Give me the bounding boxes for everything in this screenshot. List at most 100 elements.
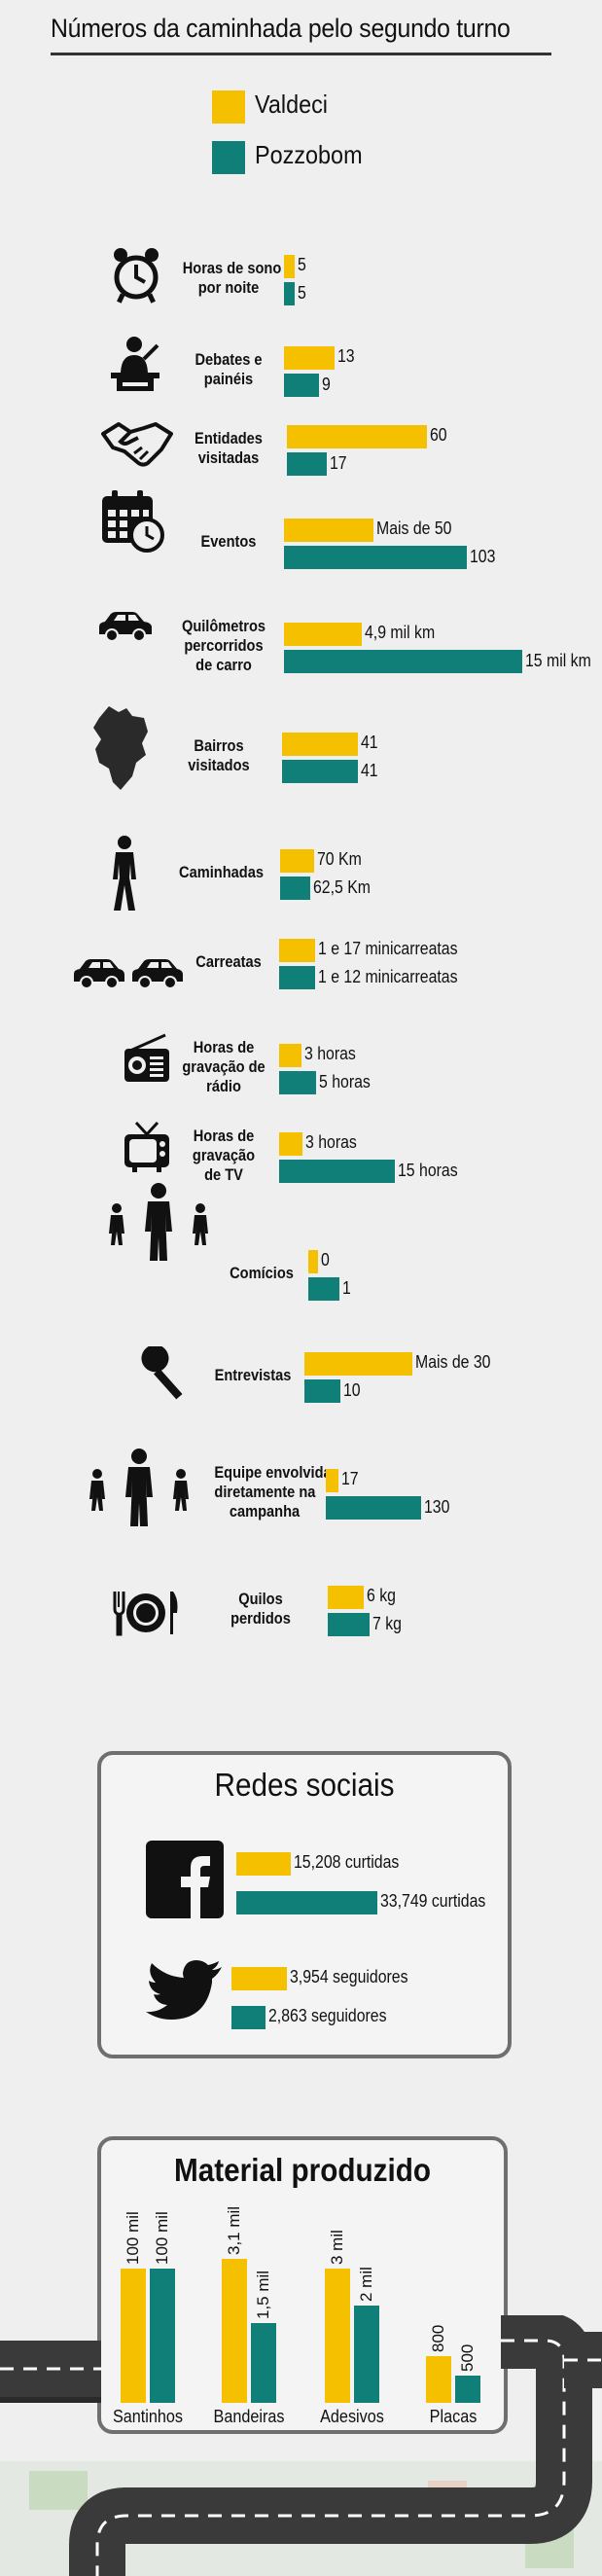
row-label-line: diretamente na — [214, 1483, 316, 1501]
walking-person-icon — [113, 836, 136, 911]
speaker-podium-icon — [111, 337, 159, 391]
social-bar-pozzobom — [231, 2006, 266, 2029]
bar-pozzobom — [279, 1160, 395, 1183]
value-label-valdeci: 3 horas — [303, 1044, 356, 1063]
page-title: Números da caminhada pelo segundo turno — [51, 14, 511, 43]
row-label-7: Carreatas — [183, 952, 275, 972]
material-category: Adesivos — [320, 2407, 384, 2426]
facebook-icon — [146, 1841, 224, 1918]
row-label-9: Horas de gravação de TV — [182, 1127, 266, 1185]
row-label-line: perdidos — [230, 1609, 291, 1628]
material-bar-valdeci — [121, 2269, 146, 2403]
bar-valdeci — [282, 733, 358, 756]
map-icon — [93, 706, 148, 790]
value-label-valdeci: 70 Km — [317, 849, 362, 869]
row-label-5: Bairros visitados — [173, 736, 266, 775]
bar-valdeci — [308, 1250, 318, 1273]
row-label-3: Eventos — [183, 532, 275, 552]
bar-valdeci — [304, 1352, 412, 1376]
tv-icon — [124, 1121, 169, 1172]
bar-pozzobom — [284, 650, 522, 673]
bar-valdeci — [326, 1469, 338, 1492]
material-value-valdeci: 3 mil — [328, 2230, 346, 2265]
value-label-pozzobom: 130 — [423, 1497, 449, 1517]
material-panel-title: Material produzido — [173, 2152, 432, 2188]
value-label-pozzobom: 103 — [470, 547, 496, 566]
bar-valdeci — [279, 1132, 302, 1156]
calendar-clock-icon — [102, 490, 164, 553]
bar-pozzobom — [304, 1379, 340, 1403]
bar-pozzobom — [284, 282, 295, 305]
social-value-pozzobom: 33,749 curtidas — [380, 1891, 486, 1911]
value-label-valdeci: Mais de 50 — [375, 519, 451, 538]
value-label-valdeci: 1 e 17 minicarreatas — [318, 939, 458, 958]
bar-valdeci — [328, 1586, 365, 1609]
legend-swatch-valdeci — [212, 90, 245, 124]
row-label-line: de carro — [195, 656, 252, 674]
legend-label-valdeci: Valdeci — [255, 89, 329, 119]
title-rule — [51, 53, 551, 55]
bar-pozzobom — [284, 374, 319, 397]
bar-valdeci — [284, 519, 373, 542]
material-value-pozzobom: 1,5 mil — [254, 2270, 272, 2319]
material-bar-valdeci — [426, 2356, 451, 2403]
bar-pozzobom — [279, 1071, 316, 1094]
row-label-8: Horas de gravação de rádio — [182, 1038, 266, 1096]
row-label-12: Equipe envolvida diretamente na campanha — [214, 1463, 332, 1521]
row-label-line: Quilômetros — [181, 617, 266, 635]
material-category: Bandeiras — [213, 2407, 285, 2426]
value-label-pozzobom: 10 — [343, 1380, 361, 1400]
value-label-pozzobom: 9 — [322, 375, 331, 394]
team-icon — [89, 1449, 189, 1526]
plate-cutlery-icon — [113, 1592, 178, 1636]
value-label-pozzobom: 17 — [329, 453, 347, 473]
social-value-valdeci: 15,208 curtidas — [294, 1852, 400, 1872]
radio-icon — [124, 1033, 169, 1082]
bar-valdeci — [279, 939, 315, 962]
social-bar-valdeci — [236, 1852, 292, 1876]
value-label-valdeci: Mais de 30 — [415, 1352, 491, 1372]
row-label-2: Entidades visitadas — [183, 429, 275, 468]
row-label-line: Caminhadas — [179, 863, 264, 881]
material-category: Santinhos — [112, 2407, 184, 2426]
value-label-valdeci: 60 — [430, 425, 447, 445]
value-label-pozzobom: 15 horas — [397, 1161, 458, 1180]
bar-pozzobom — [282, 760, 358, 783]
value-label-valdeci: 0 — [321, 1250, 330, 1270]
row-label-line: Entrevistas — [214, 1366, 292, 1384]
material-bar-valdeci — [325, 2269, 350, 2403]
bar-valdeci — [279, 1044, 301, 1067]
row-label-line: Horas de — [193, 1038, 255, 1056]
material-bar-pozzobom — [251, 2323, 276, 2403]
row-label-line: Quilos — [238, 1590, 283, 1608]
row-label-4: Quilômetros percorridos de carro — [173, 617, 273, 675]
bar-pozzobom — [279, 966, 315, 989]
row-label-line: Horas de — [193, 1127, 255, 1145]
row-label-line: visitadas — [197, 448, 260, 467]
row-label-10: Comícios — [224, 1264, 299, 1283]
row-label-line: visitados — [188, 756, 250, 774]
twitter-icon — [146, 1960, 222, 2020]
row-label-line: campanha — [229, 1502, 301, 1521]
microphone-icon — [141, 1346, 183, 1400]
value-label-valdeci: 41 — [360, 733, 378, 752]
value-label-valdeci: 6 kg — [367, 1586, 397, 1605]
row-label-0: Horas de sono por noite — [183, 259, 282, 298]
material-bar-valdeci — [222, 2259, 247, 2403]
row-label-line: gravação — [192, 1146, 256, 1164]
row-label-6: Caminhadas — [173, 863, 269, 882]
bar-valdeci — [280, 849, 314, 873]
row-label-line: Carreatas — [195, 952, 262, 971]
material-bar-pozzobom — [354, 2306, 379, 2403]
material-category: Placas — [429, 2407, 478, 2426]
material-value-pozzobom: 2 mil — [357, 2267, 375, 2302]
row-label-line: Equipe envolvida — [214, 1463, 332, 1482]
bar-pozzobom — [308, 1277, 339, 1301]
bar-valdeci — [284, 255, 295, 278]
alarm-clock-icon — [114, 248, 159, 304]
bar-pozzobom — [328, 1613, 371, 1636]
material-bar-pozzobom — [150, 2269, 175, 2403]
value-label-pozzobom: 1 — [342, 1278, 351, 1298]
row-label-line: gravação de — [182, 1057, 266, 1076]
social-bar-pozzobom — [236, 1891, 378, 1914]
